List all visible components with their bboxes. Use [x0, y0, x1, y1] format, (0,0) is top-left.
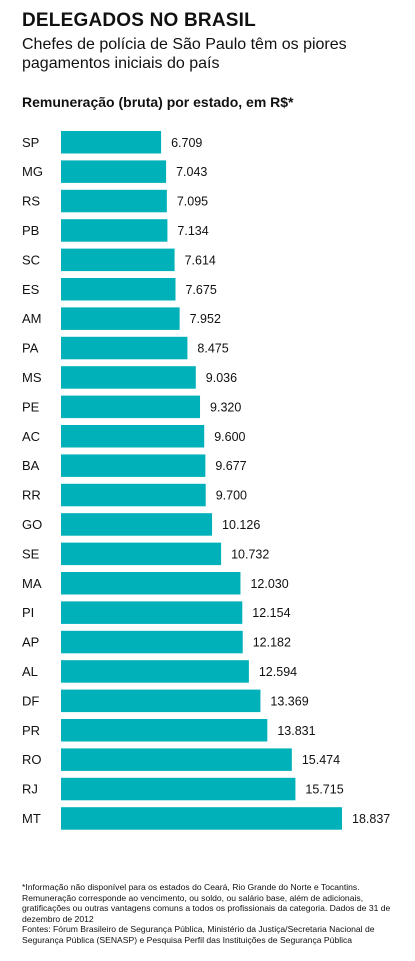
category-label: MA — [22, 576, 42, 591]
value-label: 8.475 — [197, 342, 228, 356]
value-label: 9.320 — [210, 400, 241, 414]
chart-title: DELEGADOS NO BRASIL — [22, 10, 256, 31]
category-label: SP — [22, 135, 39, 150]
value-label: 12.030 — [250, 577, 288, 591]
bar-chart: SP 6.709 MG 7.043 RS 7.095 PB 7.134 SC 7.614 ES 7.6… — [22, 131, 390, 830]
bar — [61, 483, 206, 507]
bar — [61, 248, 175, 272]
bar — [61, 189, 167, 213]
chart-subtitle: Chefes de polícia de São Paulo têm os pi… — [22, 36, 347, 72]
bar — [61, 777, 296, 801]
value-label: 12.182 — [253, 636, 291, 650]
category-label: ES — [22, 282, 40, 297]
value-label: 15.715 — [305, 783, 343, 797]
bar — [61, 395, 201, 419]
bar — [61, 131, 162, 154]
category-label: RS — [22, 194, 40, 209]
value-label: 9.677 — [215, 459, 246, 473]
category-label: RR — [22, 488, 41, 503]
value-label: 15.474 — [302, 753, 340, 767]
category-label: PA — [22, 341, 39, 356]
category-label: MS — [22, 370, 42, 385]
bar — [61, 454, 206, 477]
footnote: *Informação não disponível para os estad… — [22, 882, 407, 945]
value-label: 12.154 — [252, 606, 290, 620]
value-label: 10.126 — [222, 518, 260, 532]
category-label: AM — [22, 311, 42, 326]
value-label: 13.369 — [270, 694, 308, 708]
footnote-sources: Fontes: Fórum Brasileiro de Segurança Pú… — [22, 924, 375, 945]
category-label: MT — [22, 811, 41, 826]
bar — [61, 219, 168, 242]
category-label: GO — [22, 517, 42, 532]
category-label: AL — [22, 664, 38, 679]
bar — [61, 366, 196, 389]
value-label: 12.594 — [259, 665, 297, 679]
value-label: 7.043 — [176, 165, 207, 179]
value-label: 7.675 — [185, 283, 216, 297]
category-label: AC — [22, 429, 40, 444]
bar — [61, 748, 292, 771]
category-label: RJ — [22, 782, 38, 797]
value-label: 7.134 — [177, 224, 208, 238]
bar — [61, 160, 167, 183]
category-label: PR — [22, 723, 40, 738]
bar — [61, 630, 243, 654]
value-label: 18.837 — [352, 812, 390, 826]
bar — [61, 307, 180, 330]
value-label: 10.732 — [231, 547, 269, 561]
category-label: PI — [22, 605, 34, 620]
chart-value-label: Remuneração (bruta) por estado, em R$* — [22, 94, 294, 110]
bar — [61, 807, 342, 830]
footnote-note: *Informação não disponível para os estad… — [22, 882, 391, 924]
bar — [61, 689, 261, 713]
category-label: PE — [22, 399, 40, 414]
bar — [61, 660, 249, 683]
bar — [61, 719, 268, 742]
value-label: 9.036 — [206, 371, 237, 385]
value-label: 7.095 — [177, 195, 208, 209]
category-label: RO — [22, 752, 42, 767]
category-label: MG — [22, 164, 43, 179]
bar — [61, 601, 243, 624]
category-label: SE — [22, 546, 40, 561]
bar — [61, 542, 222, 566]
category-label: BA — [22, 458, 40, 473]
value-label: 7.614 — [185, 253, 216, 267]
category-label: SC — [22, 252, 40, 267]
value-label: 9.700 — [216, 489, 247, 503]
category-label: AP — [22, 635, 39, 650]
bar — [61, 513, 213, 536]
bar — [61, 336, 188, 360]
bar — [61, 425, 205, 448]
value-label: 6.709 — [171, 136, 202, 150]
category-label: PB — [22, 223, 39, 238]
value-label: 9.600 — [214, 430, 245, 444]
value-label: 13.831 — [277, 724, 315, 738]
category-label: DF — [22, 693, 39, 708]
value-label: 7.952 — [190, 312, 221, 326]
bar — [61, 278, 176, 301]
bar — [61, 572, 241, 595]
